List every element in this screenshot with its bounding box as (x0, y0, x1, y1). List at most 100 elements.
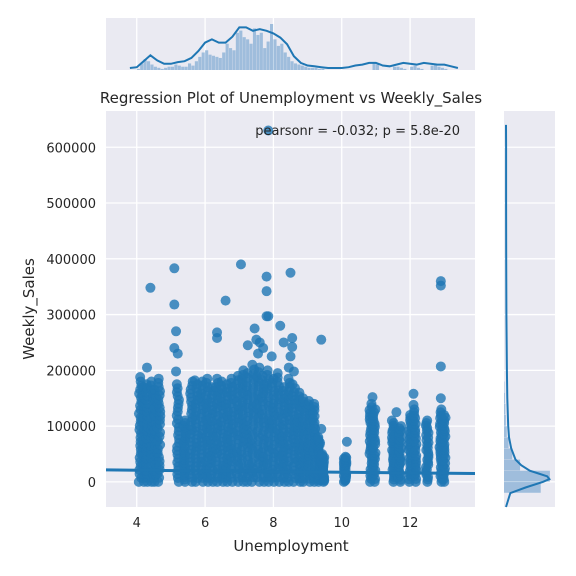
scatter-point-c5-25 (153, 373, 164, 384)
main-plot-panel: 4 6 8 10 12 0 100000 200000 300000 400000 500000 6… (46, 111, 475, 531)
top-hist-bar-3 (143, 59, 147, 70)
scatter-point-outlier-31 (285, 351, 296, 362)
top-hist-bar-24 (215, 56, 219, 70)
scatter-point-c35-25 (340, 451, 351, 462)
top-hist-bar-55 (321, 68, 325, 70)
top-hist-bar-4 (147, 61, 151, 70)
scatter-point-outlier-40 (408, 399, 419, 410)
top-hist-bar-16 (188, 63, 192, 70)
top-hist-bar-70 (372, 63, 376, 70)
scatter-point-outlier-8 (171, 366, 182, 377)
y-tick-label-4: 400000 (46, 253, 96, 268)
right-hist-bar-5 (504, 426, 507, 437)
scatter-point-outlier-2 (145, 282, 156, 293)
x-tick-label-3: 10 (333, 516, 350, 531)
top-marginal-histogram (136, 24, 448, 71)
top-hist-bar-5 (150, 64, 154, 70)
top-hist-bar-11 (170, 66, 175, 70)
top-hist-bar-35 (252, 28, 257, 71)
top-hist-bar-27 (225, 43, 229, 70)
scatter-point-c25-25 (272, 368, 283, 379)
right-hist-bar-2 (504, 459, 521, 471)
scatter-point-outlier-34 (316, 334, 327, 345)
top-hist-bar-31 (239, 30, 243, 71)
top-hist-bar-34 (249, 43, 253, 70)
top-marginal-panel (106, 18, 475, 71)
x-tick-label-4: 12 (402, 516, 419, 531)
scatter-point-outlier-43 (435, 361, 446, 372)
y-tick-label-1: 100000 (46, 420, 96, 435)
scatter-point-outlier-4 (169, 299, 180, 310)
top-hist-bar-20 (201, 52, 205, 70)
top-hist-bar-28 (229, 48, 233, 70)
top-hist-bar-13 (177, 65, 181, 70)
scatter-point-outlier-44 (435, 393, 446, 404)
top-hist-bar-9 (164, 67, 168, 70)
top-hist-bar-41 (273, 39, 277, 70)
top-hist-bar-8 (160, 68, 164, 70)
x-tick-label-0: 4 (133, 516, 141, 531)
top-hist-bar-91 (444, 68, 448, 70)
scatter-point-outlier-24 (263, 311, 274, 322)
top-hist-bar-2 (140, 63, 144, 70)
scatter-point-outlier-7 (172, 348, 183, 359)
scatter-point-outlier-11 (212, 333, 223, 344)
top-hist-bar-32 (242, 37, 246, 70)
scatter-point-c38-25 (386, 415, 397, 426)
x-tick-label-1: 6 (201, 516, 209, 531)
top-hist-bar-30 (235, 32, 239, 70)
scatter-point-outlier-33 (288, 366, 299, 377)
top-hist-bar-21 (205, 50, 209, 70)
y-tick-label-2: 200000 (46, 364, 96, 379)
y-tick-label-0: 0 (88, 476, 96, 491)
top-hist-bar-90 (440, 67, 444, 70)
top-hist-bar-12 (174, 64, 178, 70)
scatter-point-c39-25 (396, 421, 407, 432)
top-hist-bar-84 (420, 68, 424, 70)
top-hist-bar-33 (246, 39, 250, 70)
scatter-point-outlier-25 (266, 351, 277, 362)
top-hist-bar-25 (218, 57, 222, 70)
right-hist-bar-7 (504, 403, 506, 415)
x-tick-label-2: 8 (269, 516, 277, 531)
top-hist-bar-38 (263, 48, 267, 70)
scatter-point-outlier-30 (287, 341, 298, 352)
scatter-point-c44-25 (439, 409, 450, 420)
top-hist-bar-83 (416, 67, 421, 70)
top-hist-bar-19 (198, 56, 202, 70)
top-hist-bar-79 (403, 68, 407, 70)
top-marginal-kde-curve (129, 26, 459, 69)
y-tick-label-6: 600000 (46, 141, 96, 156)
right-marginal-kde-curve (505, 124, 551, 508)
top-hist-bar-87 (430, 65, 434, 70)
top-hist-bar-51 (307, 67, 311, 70)
scatter-point-c28-25 (287, 379, 298, 390)
top-hist-bar-7 (157, 67, 161, 70)
scatter-point-c6-25 (171, 379, 182, 390)
right-hist-bar-1 (504, 470, 550, 482)
top-hist-bar-17 (191, 65, 195, 70)
top-hist-bar-14 (181, 66, 185, 70)
scatter-point-outlier-20 (261, 271, 272, 282)
scatter-point-outlier-12 (220, 295, 231, 306)
top-hist-bar-47 (293, 63, 298, 70)
scatter-point-outlier-9 (189, 375, 200, 386)
top-hist-bar-53 (314, 67, 318, 70)
scatter-point-c42-25 (422, 415, 433, 426)
regression-line (106, 468, 475, 476)
scatter-point-c32-25 (309, 398, 320, 409)
top-hist-bar-37 (259, 32, 263, 70)
scatter-point-outlier-19 (258, 343, 269, 354)
top-hist-bar-42 (276, 45, 280, 70)
top-hist-bar-82 (413, 65, 417, 70)
right-hist-bar-6 (504, 414, 506, 426)
top-hist-bar-81 (410, 66, 414, 70)
top-hist-bar-49 (300, 65, 304, 70)
top-hist-bar-1 (136, 68, 140, 70)
scatter-points (133, 125, 451, 487)
top-hist-bar-89 (437, 66, 441, 70)
top-hist-bar-77 (396, 66, 400, 70)
right-marginal-background (504, 111, 555, 507)
top-hist-bar-43 (280, 43, 284, 70)
